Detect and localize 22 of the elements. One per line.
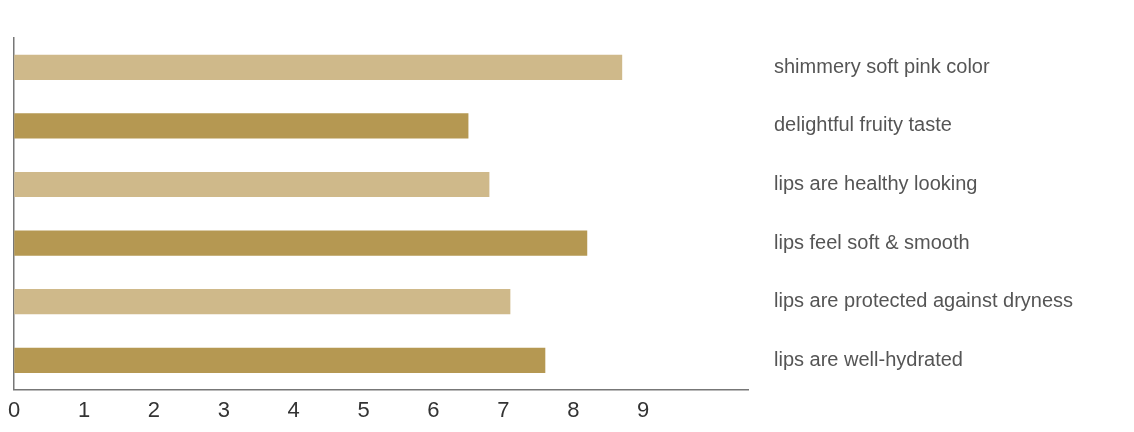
x-tick-label: 1 bbox=[77, 396, 91, 422]
x-tick-label: 3 bbox=[217, 396, 230, 422]
bar bbox=[14, 230, 588, 256]
x-tick-label: 8 bbox=[567, 396, 580, 422]
bar bbox=[14, 54, 623, 80]
x-tick-label: 7 bbox=[497, 396, 510, 422]
y-tick-label: lips are healthy looking bbox=[774, 172, 978, 195]
bar bbox=[14, 289, 511, 315]
x-tick-label: 9 bbox=[637, 396, 650, 422]
y-tick-label: delightful fruity taste bbox=[774, 113, 952, 136]
bar bbox=[14, 347, 546, 373]
y-tick-label: lips feel soft & smooth bbox=[774, 230, 970, 253]
y-tick-label: lips are protected against dryness bbox=[774, 289, 1074, 312]
x-tick-label: 5 bbox=[357, 396, 370, 422]
x-tick-label: 6 bbox=[427, 396, 440, 422]
y-tick-label: lips are well-hydrated bbox=[774, 347, 963, 370]
x-tick-label: 0 bbox=[7, 396, 21, 422]
bar bbox=[14, 171, 490, 198]
x-tick-label: 2 bbox=[147, 396, 161, 422]
bar bbox=[14, 113, 469, 139]
y-tick-label: shimmery soft pink color bbox=[774, 54, 990, 77]
x-tick-label: 4 bbox=[287, 396, 300, 422]
